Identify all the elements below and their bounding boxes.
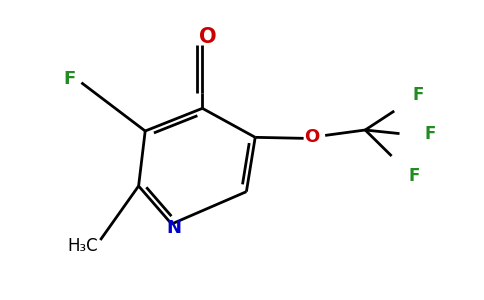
Text: H₃C: H₃C: [67, 237, 98, 255]
Text: F: F: [413, 86, 424, 104]
Text: F: F: [408, 167, 420, 185]
Text: O: O: [198, 27, 216, 47]
Text: F: F: [425, 125, 436, 143]
Text: O: O: [304, 128, 319, 146]
Text: F: F: [63, 70, 76, 88]
Text: N: N: [166, 219, 181, 237]
